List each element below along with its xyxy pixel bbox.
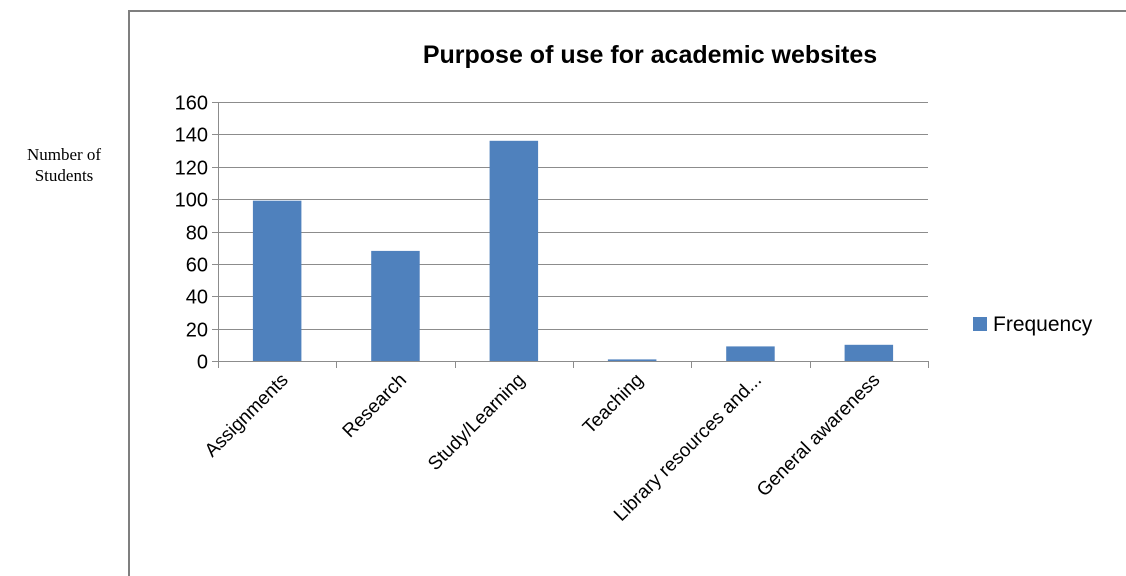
bar xyxy=(371,250,420,361)
legend: Frequency xyxy=(973,313,1093,336)
y-axis-label: Number of Students xyxy=(0,144,128,186)
y-tick-label: 20 xyxy=(186,320,208,342)
bar xyxy=(607,359,657,361)
x-tick-label: Assignments xyxy=(201,370,293,462)
y-tick-label: 160 xyxy=(175,93,208,115)
y-tick-label: 140 xyxy=(175,125,208,147)
legend-swatch xyxy=(973,317,987,331)
bar xyxy=(844,344,894,361)
x-tick-label: Teaching xyxy=(579,370,648,439)
bar xyxy=(252,200,302,361)
y-axis-label-line-2: Students xyxy=(34,166,94,185)
y-tick-label: 120 xyxy=(175,158,208,180)
legend-label: Frequency xyxy=(993,313,1093,336)
y-tick-label: 0 xyxy=(197,352,208,374)
chart-title: Purpose of use for academic websites xyxy=(423,41,877,69)
y-tick-label: 80 xyxy=(186,223,208,245)
y-axis-label-line-1: Number of xyxy=(26,145,102,164)
y-tick-label: 40 xyxy=(186,287,208,309)
y-tick-label: 60 xyxy=(186,255,208,277)
x-tick-label: General awareness xyxy=(753,370,884,501)
x-tick-label: Study/Learning xyxy=(424,370,529,475)
y-tick-label: 100 xyxy=(175,190,208,212)
bar xyxy=(489,140,539,361)
x-tick-label: Research xyxy=(339,370,411,442)
bar xyxy=(726,346,775,361)
